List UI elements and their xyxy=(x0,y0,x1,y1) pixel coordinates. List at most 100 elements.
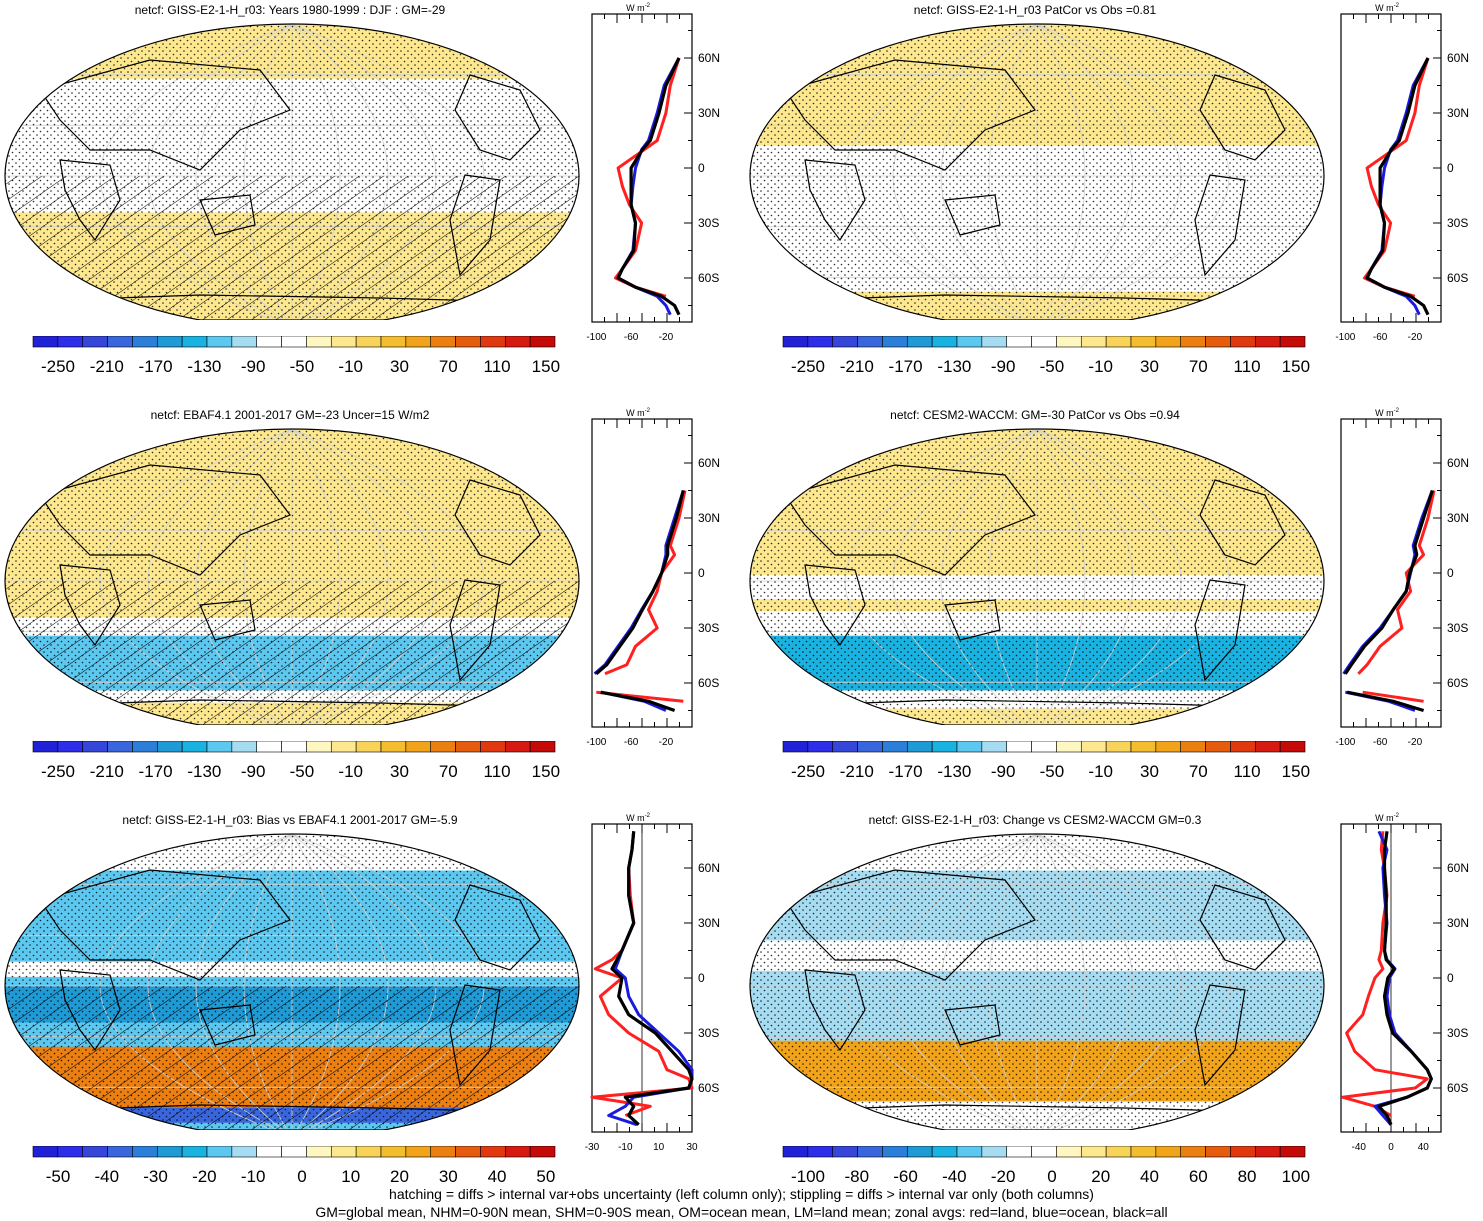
lat-tick-label: 0 xyxy=(698,971,705,985)
colorbar-tick-label: 30 xyxy=(390,762,409,781)
colorbar-swatch xyxy=(132,741,158,753)
lat-tick-label: 30N xyxy=(1447,511,1469,525)
colorbar-swatch xyxy=(281,336,307,348)
colorbar-swatch xyxy=(807,741,834,753)
lat-tick-label: 60N xyxy=(1447,861,1469,875)
colorbar-swatch xyxy=(981,1146,1008,1158)
colorbar-swatch xyxy=(355,1146,382,1158)
panel-bias: netcf: GISS-E2-1-H_r03: Bias vs EBAF4.1 … xyxy=(0,810,740,1186)
map-title: netcf: EBAF4.1 2001-2017 GM=-23 Uncer=15… xyxy=(150,408,430,422)
colorbar-tick-label: -90 xyxy=(991,357,1016,376)
colorbar-swatch xyxy=(405,1146,432,1158)
footer-note-legend: GM=global mean, NHM=0-90N mean, SHM=0-90… xyxy=(315,1204,1168,1220)
colorbar-swatch xyxy=(1230,741,1256,753)
colorbar-swatch xyxy=(1254,1146,1281,1158)
colorbar-swatch xyxy=(1205,1146,1231,1158)
colorbar-swatch xyxy=(1155,741,1182,753)
x-tick-label: -60 xyxy=(1373,332,1388,343)
lat-tick-label: 30N xyxy=(698,106,720,120)
colorbar-swatch xyxy=(156,741,183,753)
x-tick-label: -60 xyxy=(1373,737,1388,748)
colorbar-swatch xyxy=(480,336,506,348)
zonal-line-all xyxy=(610,831,694,1126)
colorbar-tick-label: -130 xyxy=(187,762,221,781)
colorbar-tick-label: -50 xyxy=(290,762,315,781)
zonal-line-all xyxy=(616,57,681,316)
colorbar-swatch xyxy=(480,1146,506,1158)
world-map xyxy=(749,428,1325,725)
x-tick-label: -100 xyxy=(586,737,606,748)
colorbar-swatch xyxy=(430,1146,456,1158)
colorbar-tick-label: -50 xyxy=(1040,762,1065,781)
colorbar-swatch xyxy=(107,741,133,753)
x-tick-label: -100 xyxy=(1335,737,1355,748)
colorbar-tick-label: 80 xyxy=(1238,1167,1257,1186)
colorbar-tick-label: 0 xyxy=(1047,1167,1056,1186)
x-tick-label: -100 xyxy=(1335,332,1355,343)
colorbar-swatch xyxy=(306,1146,332,1158)
colorbar-swatch xyxy=(1031,1146,1057,1158)
colorbar-swatch xyxy=(380,336,407,348)
colorbar-swatch xyxy=(330,741,357,753)
unit-label: W m-2 xyxy=(626,813,650,823)
colorbar-swatch xyxy=(405,741,432,753)
colorbar-tick-label: -210 xyxy=(840,762,874,781)
colorbar-swatch xyxy=(1080,1146,1107,1158)
colorbar-tick-label: -170 xyxy=(889,357,923,376)
colorbar-swatch xyxy=(504,741,531,753)
colorbar-swatch xyxy=(882,1146,908,1158)
colorbar-tick-label: 70 xyxy=(1189,762,1208,781)
zonal-line-ocean xyxy=(1342,489,1434,712)
x-tick-label: -10 xyxy=(618,1142,633,1153)
lat-tick-label: 30N xyxy=(1447,106,1469,120)
colorbar-swatch xyxy=(931,1146,958,1158)
map-title: netcf: CESM2-WACCM: GM=-30 PatCor vs Obs… xyxy=(890,408,1180,422)
world-map xyxy=(4,23,580,320)
colorbar-swatch xyxy=(1205,336,1231,348)
colorbar-tick-label: 110 xyxy=(484,762,511,781)
colorbar-swatch xyxy=(931,741,958,753)
colorbar-swatch xyxy=(1130,1146,1157,1158)
lat-tick-label: 60S xyxy=(1447,676,1468,690)
colorbar-tick-label: 70 xyxy=(439,762,458,781)
colorbar-swatch xyxy=(1205,741,1231,753)
plot-frame xyxy=(1340,418,1442,728)
lat-tick-label: 60S xyxy=(698,676,719,690)
colorbar-tick-label: -210 xyxy=(840,357,874,376)
colorbar-tick-label: 30 xyxy=(390,357,409,376)
colorbar-tick-label: 60 xyxy=(1189,1167,1208,1186)
colorbar-tick-label: -50 xyxy=(290,357,315,376)
colorbar-tick-label: 110 xyxy=(484,357,511,376)
colorbar-swatch xyxy=(57,741,84,753)
colorbar-swatch xyxy=(430,741,456,753)
colorbar-tick-label: -30 xyxy=(143,1167,168,1186)
colorbar-tick-label: -10 xyxy=(338,357,363,376)
colorbar-swatch xyxy=(1130,741,1157,753)
map-title: netcf: GISS-E2-1-H_r03 PatCor vs Obs =0.… xyxy=(913,3,1157,17)
colorbar-swatch xyxy=(455,1146,481,1158)
colorbar-swatch xyxy=(32,741,59,753)
colorbar-tick-label: -80 xyxy=(844,1167,869,1186)
unit-label: W m-2 xyxy=(1375,813,1399,823)
colorbar-swatch xyxy=(504,1146,531,1158)
colorbar-tick-label: 30 xyxy=(439,1167,458,1186)
world-map xyxy=(749,833,1325,1130)
colorbar-tick-label: -40 xyxy=(94,1167,119,1186)
x-tick-label: -20 xyxy=(659,332,674,343)
colorbar-tick-label: 150 xyxy=(1282,762,1310,781)
colorbar-tick-label: -210 xyxy=(90,762,124,781)
zonal-line-land xyxy=(596,490,687,703)
colorbar-tick-label: 150 xyxy=(532,762,560,781)
colorbar-swatch xyxy=(256,1146,282,1158)
colorbar-tick-label: -250 xyxy=(791,357,825,376)
colorbar: -250 -210 -170 -130 -90 -50 -10 30 70 110 150 xyxy=(32,741,560,781)
colorbar-swatch xyxy=(430,336,456,348)
colorbar-swatch xyxy=(1155,336,1182,348)
x-tick-label: -20 xyxy=(1408,737,1423,748)
colorbar-swatch xyxy=(807,336,834,348)
colorbar-tick-label: -170 xyxy=(889,762,923,781)
colorbar-tick-label: -210 xyxy=(90,357,124,376)
colorbar-tick-label: -130 xyxy=(937,357,971,376)
colorbar-swatch xyxy=(455,336,481,348)
colorbar-tick-label: -90 xyxy=(241,762,266,781)
